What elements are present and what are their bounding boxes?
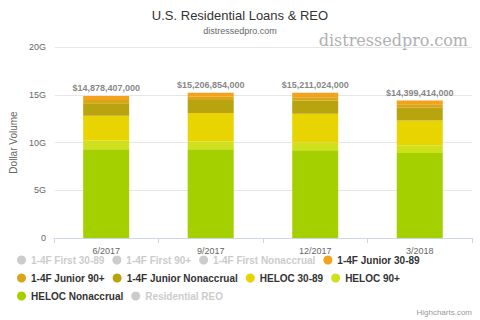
svg-text:Residential REO: Residential REO bbox=[145, 291, 223, 302]
svg-text:10G: 10G bbox=[29, 138, 46, 148]
svg-text:HELOC 30-89: HELOC 30-89 bbox=[260, 273, 324, 284]
svg-text:1-4F Junior Nonaccrual: 1-4F Junior Nonaccrual bbox=[127, 273, 238, 284]
svg-text:3/2018: 3/2018 bbox=[406, 245, 434, 256]
svg-text:20G: 20G bbox=[29, 42, 46, 52]
svg-text:U.S. Residential Loans & REO: U.S. Residential Loans & REO bbox=[152, 8, 328, 23]
svg-text:1-4F First Nonaccrual: 1-4F First Nonaccrual bbox=[213, 255, 315, 266]
svg-text:1-4F First 90+: 1-4F First 90+ bbox=[126, 255, 191, 266]
svg-text:distressedpro.com: distressedpro.com bbox=[203, 26, 277, 36]
svg-text:15G: 15G bbox=[29, 90, 46, 100]
svg-text:$15,211,024,000: $15,211,024,000 bbox=[282, 80, 349, 90]
svg-text:9/2017: 9/2017 bbox=[196, 245, 225, 256]
svg-text:1-4F Junior 90+: 1-4F Junior 90+ bbox=[31, 273, 105, 284]
svg-text:HELOC Nonaccrual: HELOC Nonaccrual bbox=[31, 291, 123, 302]
svg-text:0: 0 bbox=[41, 233, 46, 243]
svg-text:HELOC 90+: HELOC 90+ bbox=[345, 273, 400, 284]
svg-text:Highcharts.com: Highcharts.com bbox=[416, 308, 472, 317]
svg-text:5G: 5G bbox=[34, 185, 46, 195]
svg-text:$14,399,414,000: $14,399,414,000 bbox=[386, 88, 454, 98]
svg-text:12/2017: 12/2017 bbox=[298, 245, 332, 256]
svg-text:distressedpro.com: distressedpro.com bbox=[319, 31, 468, 50]
svg-text:6/2017: 6/2017 bbox=[92, 245, 120, 256]
svg-text:$15,206,854,000: $15,206,854,000 bbox=[177, 80, 245, 90]
svg-text:Dollar Volume: Dollar Volume bbox=[8, 111, 19, 174]
svg-text:1-4F First 30-89: 1-4F First 30-89 bbox=[31, 255, 105, 266]
svg-text:1-4F Junior 30-89: 1-4F Junior 30-89 bbox=[337, 255, 420, 266]
svg-text:$14,878,407,000: $14,878,407,000 bbox=[72, 83, 140, 93]
